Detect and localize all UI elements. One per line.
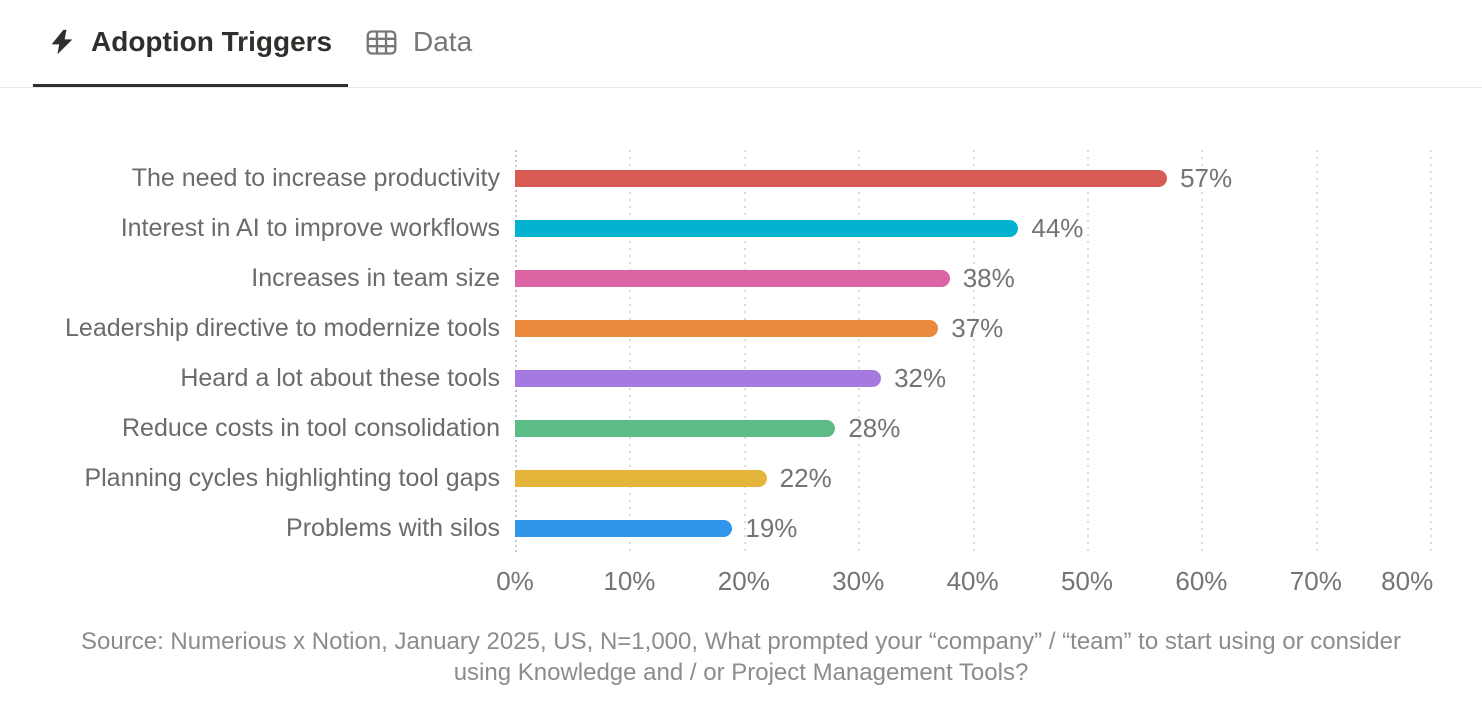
x-tick-label: 40%: [946, 566, 999, 596]
value-label: 22%: [779, 463, 832, 493]
value-label: 32%: [894, 363, 947, 393]
x-gridline: [972, 150, 975, 554]
x-tick-label: 20%: [717, 566, 770, 596]
chart-bar[interactable]: [515, 469, 767, 487]
source-caption-text: Source: Numerious x Notion, January 2025…: [81, 628, 1401, 686]
x-tick-label: 0%: [496, 566, 534, 596]
x-tick-label: 80%: [1381, 566, 1434, 596]
value-label: 57%: [1180, 163, 1233, 193]
source-caption: Source: Numerious x Notion, January 2025…: [0, 626, 1482, 688]
chart-bar[interactable]: [515, 269, 950, 287]
x-gridline: [629, 150, 632, 554]
chart-bar[interactable]: [515, 369, 882, 387]
x-tick-label: 60%: [1175, 566, 1228, 596]
category-label: Increases in team size: [251, 264, 500, 292]
x-gridline: [1315, 150, 1318, 554]
chart-bar[interactable]: [515, 519, 733, 537]
category-label: Leadership directive to modernize tools: [65, 314, 500, 342]
value-label: 28%: [848, 413, 901, 443]
x-gridline: [1087, 150, 1089, 554]
tab-label-adoption-triggers: Adoption Triggers: [91, 26, 333, 57]
category-label: Heard a lot about these tools: [180, 364, 500, 392]
lightning-bolt-icon: [48, 25, 76, 59]
x-gridline: [743, 150, 746, 554]
value-label: 44%: [1031, 213, 1084, 243]
category-label: Reduce costs in tool consolidation: [121, 414, 500, 442]
category-label: Interest in AI to improve workflows: [120, 214, 500, 242]
chart-bar[interactable]: [515, 219, 1019, 237]
value-label: 37%: [951, 313, 1004, 343]
chart-bar[interactable]: [515, 169, 1168, 187]
chart-bar[interactable]: [515, 419, 836, 437]
x-gridline: [1201, 150, 1204, 554]
tab-label-data: Data: [413, 26, 473, 57]
active-tab-underline: [33, 84, 348, 88]
x-tick-label: 30%: [832, 566, 885, 596]
x-tick-label: 70%: [1289, 566, 1342, 596]
x-tick-label: 50%: [1060, 566, 1114, 596]
x-tick-label: 10%: [603, 566, 656, 596]
y-axis-line: [515, 150, 517, 554]
category-label: The need to increase productivity: [131, 164, 500, 192]
tab-bar-divider: [0, 87, 1482, 88]
table-icon: [363, 26, 400, 59]
tab-adoption-triggers[interactable]: Adoption Triggers: [48, 22, 332, 62]
value-label: 19%: [745, 513, 798, 543]
tab-data[interactable]: Data: [363, 22, 472, 62]
x-gridline: [1430, 150, 1433, 554]
category-label: Problems with silos: [286, 514, 500, 542]
chart-bar[interactable]: [515, 319, 939, 337]
category-label: Planning cycles highlighting tool gaps: [84, 464, 500, 492]
value-label: 38%: [962, 263, 1015, 293]
x-gridline: [858, 150, 861, 554]
